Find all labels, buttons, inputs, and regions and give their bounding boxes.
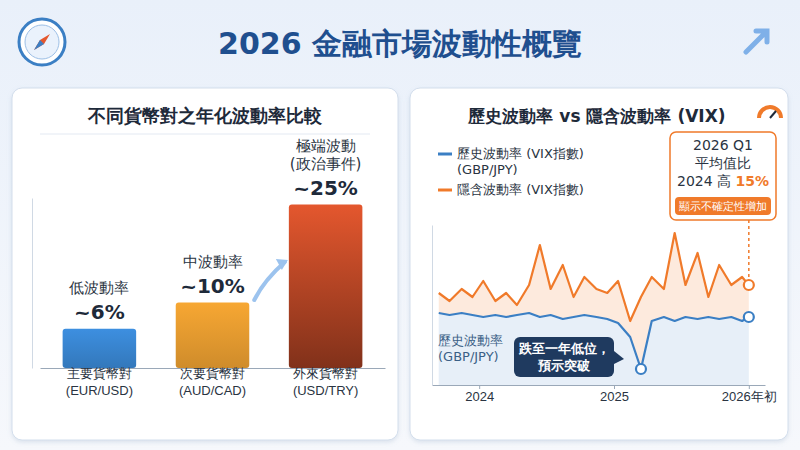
panel-title: 不同貨幣對之年化波動率比較 <box>87 105 323 126</box>
point <box>744 280 754 290</box>
area <box>439 233 749 369</box>
text-line: (GBP/JPY) <box>457 162 518 177</box>
summary-change: 2024 高 15% <box>677 173 769 189</box>
text-line: 隱含波動率 (VIX指數) <box>457 182 584 197</box>
panel <box>12 88 398 440</box>
summary-prefix: 2024 高 <box>677 173 736 189</box>
tick-label: 2025 <box>600 389 629 404</box>
summary-box <box>670 132 776 220</box>
tick: 2025 <box>600 385 629 404</box>
panel-title: 歷史波動率 vs 隱含波動率 (VIX) <box>467 106 725 126</box>
text-line: (AUD/CAD) <box>179 383 246 398</box>
annotations: 歷史波動率(GBP/JPY)跌至一年低位，預示突破2026 Q1平均值比2024… <box>438 132 776 377</box>
callout-pointer <box>614 351 624 364</box>
plot <box>439 233 754 385</box>
background <box>0 0 800 450</box>
x-axis: 2024 2025 2026年初 <box>433 385 777 404</box>
text-line: (USD/TRY) <box>293 383 358 398</box>
tick: 主要貨幣對 (EUR/USD) <box>66 366 133 398</box>
icon-part <box>759 107 781 118</box>
area <box>439 313 749 385</box>
text-line: 外來貨幣對 <box>293 366 358 381</box>
line-chart: 歷史波動率 vs 隱含波動率 (VIX) 2024 2025 2026年初 歷史波動率 … <box>433 106 782 404</box>
tick: 2024 <box>465 385 494 404</box>
point <box>744 312 754 322</box>
tick: 2026年初 <box>722 385 777 404</box>
axis-line <box>433 385 766 386</box>
bar-labels: ~6% 低波動率 ~10% 中波動率 ~25% 極端波動(政治事件) <box>69 137 361 324</box>
text-line: 歷史波動率 (VIX指數) <box>457 146 584 161</box>
text-line: (EUR/USD) <box>66 383 133 398</box>
text-line: 極端波動 <box>296 137 356 155</box>
summary-value: 15% <box>736 173 770 189</box>
tick-label: 2024 <box>465 389 494 404</box>
data-label: ~25% <box>293 176 358 200</box>
bar-chart: 不同貨幣對之年化波動率比較 ~6% 低波動率 ~10% 中波動率 ~25% 極端波動(政治事… <box>33 105 386 398</box>
axis-line <box>32 199 33 369</box>
divider <box>40 134 370 135</box>
legend-swatch <box>438 153 452 156</box>
bar <box>176 303 250 368</box>
text-line: 跌至一年低位， <box>518 341 610 356</box>
callout-text: 跌至一年低位， 預示突破 <box>518 341 610 373</box>
gauge-icon <box>759 107 781 118</box>
decor-arrow <box>254 262 285 300</box>
decor-arrow-head <box>276 259 288 270</box>
legend: 歷史波動率 (VIX指數)(GBP/JPY) 隱含波動率 (VIX指數) <box>438 146 584 197</box>
summary-line: 2026 Q1 <box>693 137 753 153</box>
text-line: 次要貨幣對 <box>180 366 245 381</box>
tick-label: 主要貨幣對 (EUR/USD) <box>66 366 133 398</box>
summary-line: 平均值比 <box>695 155 751 171</box>
legend-swatch <box>438 189 452 192</box>
text-line: (政治事件) <box>290 155 362 173</box>
bar <box>289 205 363 368</box>
icon-part <box>34 40 44 50</box>
compass-icon <box>19 19 65 65</box>
tick-label: 2026年初 <box>722 389 777 404</box>
panel <box>410 88 788 440</box>
legend-entry: 隱含波動率 (VIX指數) <box>457 182 584 197</box>
series-label: 歷史波動率(GBP/JPY) <box>438 333 503 364</box>
line <box>439 233 749 321</box>
chart-svg: 2026 金融市場波動性概覽不同貨幣對之年化波動率比較 ~6% 低波動率 ~10% 中波… <box>0 0 800 450</box>
tick: 次要貨幣對 (AUD/CAD) <box>179 366 246 398</box>
tick-label: 次要貨幣對 (AUD/CAD) <box>179 366 246 398</box>
text-line: 主要貨幣對 <box>67 366 132 381</box>
text-line: 低波動率 <box>69 279 129 297</box>
x-axis: 主要貨幣對 (EUR/USD) 次要貨幣對 (AUD/CAD) 外來貨幣對 (USD/TR… <box>41 366 386 398</box>
legend-entry: 歷史波動率 (VIX指數)(GBP/JPY) <box>457 146 584 177</box>
icon-part <box>34 34 50 50</box>
text-line: 中波動率 <box>183 253 243 271</box>
bar-title: 極端波動(政治事件) <box>290 137 362 173</box>
icon-part <box>746 31 767 52</box>
icon-part <box>19 19 65 65</box>
tick-label: 外來貨幣對 (USD/TRY) <box>293 366 358 398</box>
icon-part <box>770 111 776 118</box>
bar-title: 中波動率 <box>183 253 243 271</box>
data-label: ~6% <box>74 300 125 324</box>
summary-tag-box <box>675 197 771 215</box>
callout-box <box>514 337 614 377</box>
bar-title: 低波動率 <box>69 279 129 297</box>
summary-tag: 顯示不確定性增加 <box>679 200 767 213</box>
text-line: (GBP/JPY) <box>438 349 499 364</box>
icon-part <box>25 25 59 59</box>
text-line: 預示突破 <box>537 358 591 373</box>
tick: 外來貨幣對 (USD/TRY) <box>293 366 358 398</box>
bars <box>63 205 363 368</box>
arrow-icon <box>746 31 767 52</box>
axis-line <box>432 226 433 386</box>
y-axis <box>32 199 33 369</box>
point <box>636 364 646 374</box>
page-title: 2026 金融市場波動性概覽 <box>218 26 582 61</box>
y-axis <box>432 226 433 386</box>
bar <box>63 329 137 368</box>
data-label: ~10% <box>180 274 245 298</box>
text-line: 歷史波動率 <box>438 333 503 348</box>
connector <box>748 220 750 279</box>
